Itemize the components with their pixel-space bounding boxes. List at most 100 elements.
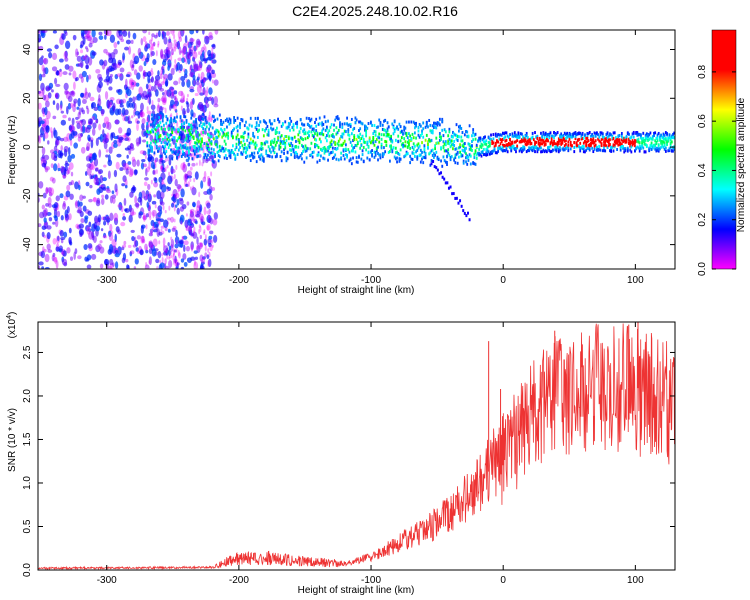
- heatmap-cell: [524, 142, 527, 146]
- heatmap-cell: [173, 46, 177, 52]
- heatmap-cell: [199, 225, 202, 233]
- heatmap-cell: [456, 134, 459, 138]
- heatmap-cell: [83, 30, 87, 34]
- heatmap-cell: [128, 46, 132, 55]
- heatmap-cell: [551, 143, 554, 147]
- y-tick-label: 2.0: [22, 389, 33, 403]
- heatmap-cell: [193, 226, 196, 233]
- heatmap-cell: [190, 230, 193, 238]
- heatmap-cell: [222, 149, 225, 153]
- heatmap-cell: [394, 138, 397, 142]
- heatmap-cell: [502, 131, 504, 135]
- heatmap-cell: [254, 145, 257, 149]
- heatmap-cell: [211, 79, 214, 84]
- heatmap-cell: [421, 129, 423, 133]
- heatmap-cell: [628, 141, 630, 145]
- heatmap-cell: [234, 118, 237, 122]
- heatmap-cell: [447, 186, 450, 190]
- heatmap-cell: [212, 160, 215, 164]
- heatmap-cell: [151, 99, 154, 106]
- heatmap-cell: [164, 89, 168, 96]
- heatmap-cell: [134, 195, 138, 204]
- heatmap-cell: [76, 51, 80, 56]
- heatmap-cell: [136, 122, 139, 132]
- heatmap-cell: [61, 258, 68, 266]
- heatmap-cell: [105, 75, 111, 83]
- heatmap-cell: [324, 128, 327, 132]
- heatmap-cell: [59, 152, 64, 156]
- heatmap-cell: [486, 149, 489, 153]
- heatmap-cell: [104, 187, 111, 192]
- heatmap-cell: [48, 217, 53, 222]
- heatmap-cell: [160, 141, 163, 145]
- heatmap-cell: [515, 150, 517, 154]
- heatmap-cell: [88, 221, 92, 228]
- heatmap-cell: [628, 132, 630, 136]
- heatmap-cell: [199, 142, 202, 146]
- heatmap-cell: [561, 141, 564, 145]
- heatmap-cell: [270, 122, 272, 126]
- heatmap-cell: [310, 130, 313, 134]
- heatmap-cell: [119, 73, 124, 81]
- heatmap-cell: [497, 146, 500, 150]
- heatmap-cell: [463, 142, 466, 146]
- heatmap-cell: [105, 214, 110, 221]
- heatmap-cell: [122, 52, 126, 61]
- heatmap-cell: [302, 149, 304, 153]
- heatmap-cell: [532, 145, 535, 149]
- heatmap-cell: [497, 149, 500, 153]
- heatmap-cell: [492, 141, 495, 145]
- heatmap-cell: [287, 121, 290, 125]
- heatmap-cell: [68, 239, 72, 245]
- heatmap-cell: [142, 212, 146, 220]
- heatmap-cell: [262, 157, 265, 161]
- heatmap-cell: [523, 139, 526, 143]
- heatmap-cell: [657, 131, 660, 135]
- heatmap-cell: [404, 140, 407, 144]
- heatmap-cell: [146, 134, 149, 138]
- heatmap-cell: [38, 135, 42, 144]
- heatmap-cell: [308, 134, 310, 138]
- heatmap-cell: [643, 141, 646, 145]
- heatmap-cell: [189, 132, 191, 136]
- heatmap-cell: [144, 44, 148, 52]
- heatmap-cell: [390, 134, 393, 138]
- heatmap-cell: [203, 231, 206, 235]
- heatmap-cell: [459, 124, 461, 128]
- heatmap-cell: [171, 105, 175, 109]
- heatmap-cell: [191, 157, 194, 161]
- heatmap-cell: [535, 145, 538, 149]
- heatmap-cell: [469, 146, 472, 150]
- heatmap-cell: [122, 116, 127, 122]
- heatmap-cell: [477, 139, 479, 143]
- heatmap-cell: [255, 143, 258, 147]
- heatmap-cell: [206, 86, 209, 94]
- heatmap-cell: [183, 125, 186, 129]
- heatmap-cell: [522, 145, 525, 149]
- heatmap-cell: [352, 149, 354, 153]
- heatmap-cell: [117, 89, 121, 93]
- heatmap-cell: [431, 124, 434, 128]
- heatmap-cell: [352, 128, 354, 132]
- heatmap-cell: [42, 192, 47, 199]
- heatmap-cell: [207, 258, 212, 268]
- heatmap-cell: [193, 63, 199, 72]
- heatmap-cell: [554, 145, 557, 149]
- heatmap-cell: [172, 150, 175, 154]
- heatmap-cell: [663, 137, 666, 141]
- heatmap-cell: [203, 238, 208, 246]
- heatmap-cell: [371, 139, 373, 143]
- heatmap-cell: [430, 138, 433, 142]
- heatmap-cell: [618, 143, 621, 147]
- heatmap-cell: [317, 122, 320, 126]
- heatmap-cell: [192, 51, 198, 60]
- heatmap-cell: [48, 52, 53, 59]
- heatmap-cell: [159, 87, 165, 92]
- heatmap-cell: [179, 99, 185, 103]
- heatmap-cell: [189, 211, 194, 218]
- heatmap-cell: [504, 149, 507, 153]
- heatmap-cell: [371, 154, 373, 158]
- heatmap-cell: [622, 140, 624, 144]
- heatmap-cell: [120, 205, 124, 213]
- heatmap-cell: [200, 130, 203, 136]
